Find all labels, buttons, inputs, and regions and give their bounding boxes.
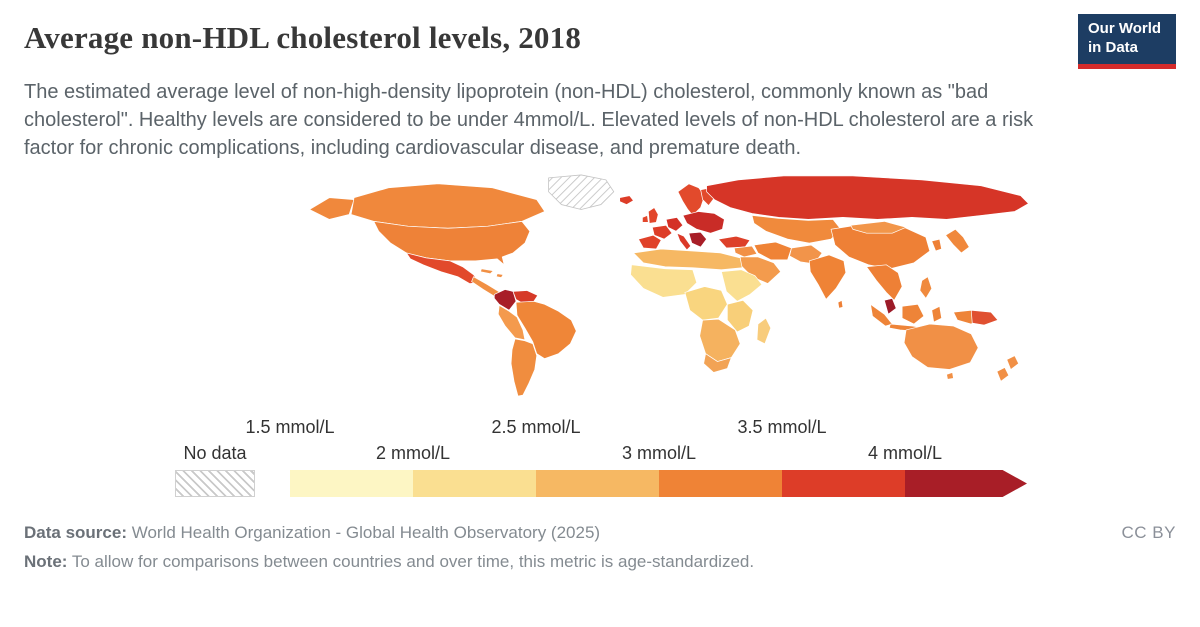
region-tasmania[interactable]: [946, 372, 954, 380]
region-iberia[interactable]: [638, 234, 662, 250]
region-peru[interactable]: [497, 304, 526, 341]
region-arabia[interactable]: [739, 256, 782, 284]
logo-line1: Our World: [1088, 20, 1162, 37]
region-japan[interactable]: [945, 228, 970, 254]
legend-no-data-swatch[interactable]: [175, 470, 255, 497]
region-east-africa[interactable]: [726, 300, 754, 333]
chart-header: Average non-HDL cholesterol levels, 2018…: [24, 14, 1176, 69]
legend-segment-3-3-5[interactable]: [659, 470, 782, 497]
region-greenland[interactable]: [548, 174, 615, 210]
region-south-africa[interactable]: [703, 353, 732, 373]
region-central-africa[interactable]: [684, 286, 728, 321]
region-united-states[interactable]: [373, 221, 531, 266]
region-cuba[interactable]: [480, 268, 494, 275]
data-source-text: World Health Organization - Global Healt…: [131, 523, 601, 542]
license-badge[interactable]: CC BY: [1121, 523, 1176, 542]
world-choropleth-map: [309, 174, 1029, 397]
legend-segment-2-2-5[interactable]: [413, 470, 536, 497]
region-central-asia[interactable]: [751, 215, 842, 244]
region-sumatra[interactable]: [870, 303, 893, 327]
region-venezuela[interactable]: [512, 290, 539, 303]
region-iceland[interactable]: [619, 195, 634, 205]
region-ireland[interactable]: [642, 215, 649, 223]
region-brazil[interactable]: [515, 300, 577, 359]
legend-tick-2-5: 2.5 mmol/L: [491, 417, 581, 437]
world-map-container: [296, 170, 1054, 407]
region-argentina-chile[interactable]: [510, 338, 538, 397]
legend-tick-1-5: 1.5 mmol/L: [245, 417, 335, 437]
region-turkey[interactable]: [718, 235, 751, 249]
region-australia[interactable]: [903, 323, 979, 370]
region-north-africa[interactable]: [633, 248, 743, 271]
note-label: Note:: [24, 552, 68, 571]
region-new-zealand-north[interactable]: [1006, 355, 1019, 370]
source-line: Data source: World Health Organization -…: [24, 523, 1176, 543]
region-eastern-europe[interactable]: [682, 211, 725, 234]
region-canada[interactable]: [350, 183, 545, 229]
region-mainland-southeast-asia[interactable]: [866, 264, 903, 301]
chart-footer: Data source: World Health Organization -…: [24, 523, 1176, 572]
legend-segment-1-5-2[interactable]: [290, 470, 413, 497]
legend-arrow-above-4[interactable]: [905, 470, 1027, 497]
region-papua-new-guinea[interactable]: [970, 309, 999, 326]
data-source: Data source: World Health Organization -…: [24, 523, 600, 543]
region-west-africa[interactable]: [630, 264, 698, 298]
region-sri-lanka[interactable]: [837, 300, 844, 309]
region-central-europe[interactable]: [665, 217, 684, 232]
legend-tick-2: 2 mmol/L: [375, 443, 451, 463]
legend-tick-4: 4 mmol/L: [867, 443, 943, 463]
region-india[interactable]: [808, 254, 847, 300]
region-alaska[interactable]: [309, 197, 355, 220]
region-malaysia[interactable]: [884, 298, 897, 315]
legend-segment-3-5-4[interactable]: [782, 470, 905, 497]
region-mongolia[interactable]: [850, 221, 907, 234]
region-iran[interactable]: [753, 241, 792, 261]
legend-segment-2-5-3[interactable]: [536, 470, 659, 497]
region-hispaniola[interactable]: [495, 273, 504, 278]
region-horn-of-africa[interactable]: [721, 269, 763, 302]
chart-subtitle: The estimated average level of non-high-…: [24, 81, 1034, 159]
region-korea[interactable]: [931, 238, 942, 252]
legend-tick-3-5: 3.5 mmol/L: [737, 417, 827, 437]
region-russia[interactable]: [706, 175, 1029, 220]
region-madagascar[interactable]: [756, 317, 772, 345]
legend-tick-3: 3 mmol/L: [621, 443, 697, 463]
note-text: To allow for comparisons between countri…: [71, 552, 755, 571]
region-borneo[interactable]: [901, 303, 925, 325]
page-title: Average non-HDL cholesterol levels, 2018: [24, 20, 582, 55]
region-france[interactable]: [651, 224, 673, 240]
region-colombia[interactable]: [493, 289, 517, 311]
region-united-kingdom[interactable]: [647, 207, 659, 224]
region-scandinavia[interactable]: [677, 183, 705, 216]
region-iraq-levant[interactable]: [733, 245, 758, 258]
map-legend: 1.5 mmol/L 2.5 mmol/L 3.5 mmol/L 2 mmol/…: [175, 417, 1055, 499]
logo-red-underline: [1078, 64, 1176, 69]
region-italy[interactable]: [676, 232, 692, 251]
region-philippines[interactable]: [919, 276, 933, 299]
legend-color-bar: [290, 470, 905, 497]
data-source-label: Data source:: [24, 523, 127, 542]
legend-no-data-label: No data: [183, 443, 247, 463]
note-line: Note: To allow for comparisons between c…: [24, 552, 1176, 572]
region-new-zealand-south[interactable]: [996, 367, 1010, 382]
region-sulawesi[interactable]: [931, 305, 942, 323]
owid-logo[interactable]: Our World in Data: [1078, 14, 1176, 69]
region-balkans[interactable]: [688, 231, 707, 248]
logo-line2: in Data: [1088, 38, 1139, 56]
